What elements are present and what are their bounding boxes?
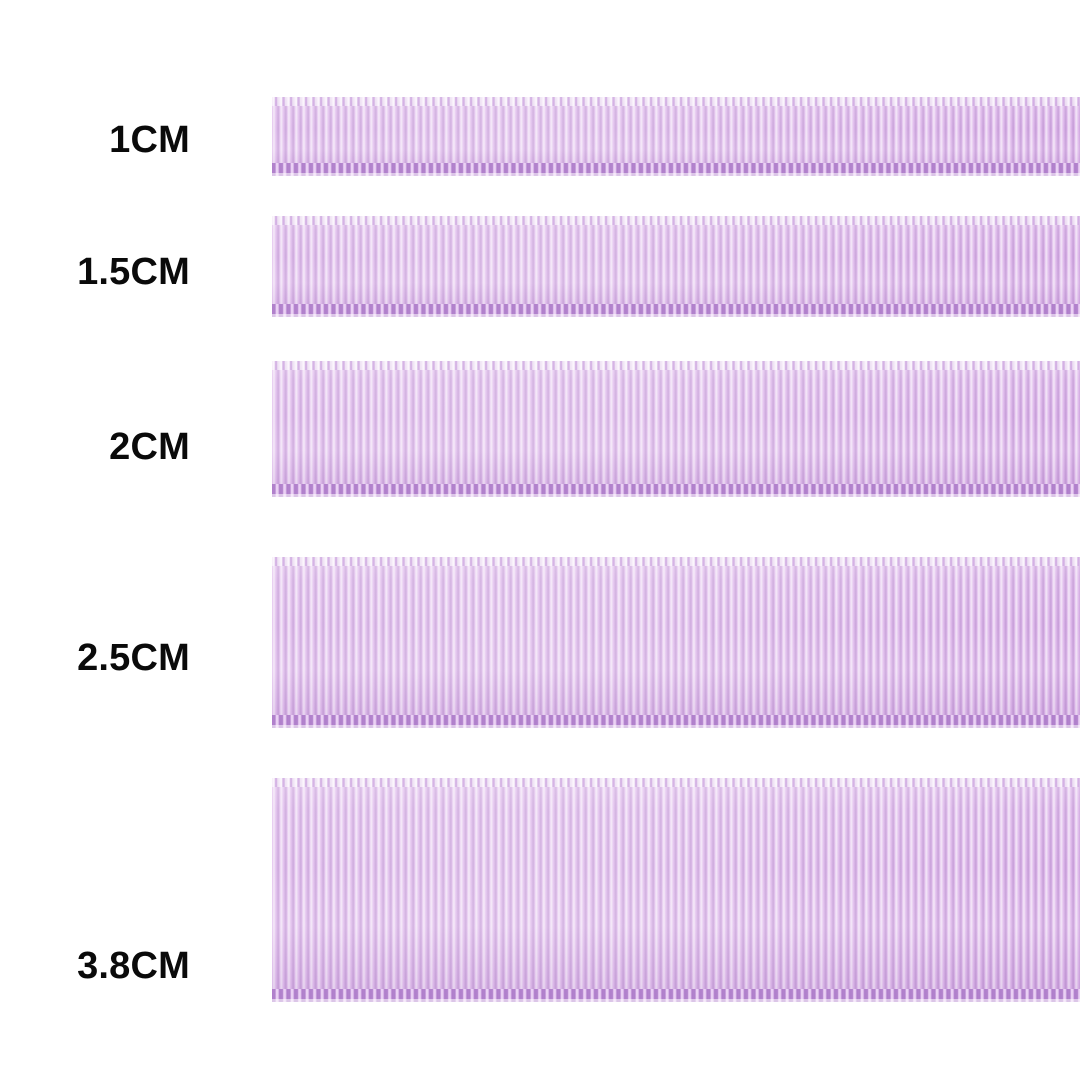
ribbon-sample-2cm bbox=[272, 361, 1080, 497]
ribbon-sample-2-5cm bbox=[272, 557, 1080, 728]
ribbon-sheen bbox=[272, 361, 1080, 497]
ribbon-rib-texture bbox=[272, 97, 1080, 176]
ribbon-sheen bbox=[272, 97, 1080, 176]
ribbon-top-selvedge bbox=[272, 361, 1080, 370]
ribbon-sheen bbox=[272, 557, 1080, 728]
ribbon-bottom-selvedge bbox=[272, 304, 1080, 317]
ribbon-sample-1-5cm bbox=[272, 216, 1080, 317]
size-label-3-8cm: 3.8CM bbox=[77, 945, 190, 987]
size-label-2-5cm: 2.5CM bbox=[77, 637, 190, 679]
ribbon-rib-texture bbox=[272, 216, 1080, 317]
ribbon-top-selvedge bbox=[272, 557, 1080, 566]
ribbon-sheen bbox=[272, 778, 1080, 1002]
size-label-1cm: 1CM bbox=[109, 119, 190, 161]
ribbon-rib-texture bbox=[272, 778, 1080, 1002]
size-label-1-5cm: 1.5CM bbox=[77, 251, 190, 293]
ribbon-rib-texture bbox=[272, 361, 1080, 497]
ribbon-top-selvedge bbox=[272, 778, 1080, 787]
ribbon-bottom-selvedge bbox=[272, 715, 1080, 728]
ribbon-sheen bbox=[272, 216, 1080, 317]
ribbon-top-selvedge bbox=[272, 216, 1080, 225]
ribbon-sample-3-8cm bbox=[272, 778, 1080, 1002]
ribbon-top-selvedge bbox=[272, 97, 1080, 106]
ribbon-rib-texture bbox=[272, 557, 1080, 728]
ribbon-bottom-selvedge bbox=[272, 989, 1080, 1002]
ribbon-bottom-selvedge bbox=[272, 163, 1080, 176]
ribbon-sample-1cm bbox=[272, 97, 1080, 176]
ribbon-bottom-selvedge bbox=[272, 484, 1080, 497]
size-label-2cm: 2CM bbox=[109, 426, 190, 468]
